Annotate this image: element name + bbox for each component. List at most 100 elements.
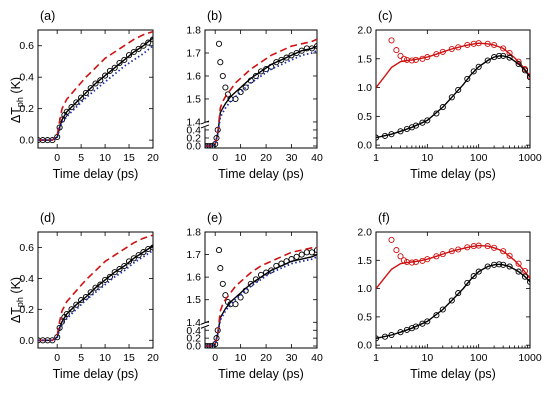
y-tick-label: 0.4 — [186, 124, 201, 136]
y-tick-label: 1.0 — [357, 82, 372, 94]
y-tick-label: 1.8 — [186, 25, 201, 37]
data-point — [217, 59, 224, 66]
data-point — [121, 262, 128, 270]
data-point — [308, 249, 315, 256]
y-tick-label: 0.0 — [19, 335, 34, 347]
data-point — [439, 104, 446, 111]
data-point — [288, 52, 295, 59]
data-point — [412, 122, 419, 129]
x-tick-label: 0 — [212, 152, 218, 164]
data-point — [82, 89, 89, 96]
series-layer — [205, 38, 317, 148]
data-point — [135, 45, 142, 52]
y-tick-label: 1.5 — [186, 93, 201, 105]
data-point — [135, 252, 142, 259]
data-point — [78, 94, 85, 101]
data-point — [424, 117, 431, 124]
data-point — [506, 49, 513, 57]
x-axis-label: Time delay (ps) — [410, 167, 496, 181]
data-point — [242, 84, 249, 91]
plot-frame — [375, 29, 531, 149]
data-point — [393, 247, 400, 254]
x-tick-label: 30 — [286, 352, 298, 364]
y-tick-label: 1.0 — [357, 283, 372, 295]
y-tick-label: 0.5 — [357, 311, 372, 323]
data-point — [130, 48, 137, 56]
panel-b: 0 10 20 30 40 0.00.20.41.4 1.5 1.6 1.7 1.8 Time de… — [186, 9, 323, 181]
data-point — [273, 59, 280, 66]
axis-break-mark — [200, 120, 210, 129]
series-layer — [376, 37, 530, 141]
data-point — [121, 56, 128, 63]
data-point — [97, 77, 104, 84]
y-tick-label: 0.4 — [19, 273, 34, 285]
data-point — [455, 86, 462, 93]
plot-frame — [204, 29, 318, 149]
plot-frame — [204, 231, 318, 349]
data-point — [125, 258, 133, 265]
data-point — [102, 72, 109, 79]
series-line — [205, 247, 317, 347]
x-tick-label: 100 — [470, 152, 488, 164]
data-point — [526, 278, 530, 285]
x-axis-label: Time delay (ps) — [53, 367, 139, 381]
x-tick-label: 0 — [54, 152, 60, 164]
y-tick-label: 0.2 — [19, 304, 34, 316]
data-point — [140, 42, 147, 49]
data-point — [521, 273, 529, 280]
panel-label: (a) — [40, 9, 55, 23]
x-tick-label: 10 — [421, 152, 433, 164]
data-point — [293, 49, 300, 57]
axis-break-gap — [203, 122, 207, 128]
data-point — [412, 323, 419, 330]
data-point — [455, 290, 462, 297]
y-tick-label: 0.5 — [357, 111, 372, 123]
data-point — [464, 75, 471, 82]
panel-f: 1 10 100 1000 0.0 0.5 1.0 1.5 2.0 Time delay (ps)… — [357, 211, 541, 381]
panel-d: 0 5 10 15 20 0.0 0.2 0.4 0.6 Time delay (ps) (d) — [19, 211, 159, 381]
x-tick-label: 10 — [99, 152, 111, 164]
panel-label: (f) — [378, 211, 390, 225]
data-point — [393, 47, 400, 54]
data-point — [68, 306, 75, 313]
data-point — [102, 276, 109, 283]
y-tick-label: 2.0 — [357, 25, 372, 37]
y-tick-label: 0.6 — [19, 40, 34, 52]
x-axis-label: Time delay (ps) — [410, 367, 496, 381]
series-line — [376, 55, 530, 139]
data-point — [73, 99, 80, 106]
data-point — [500, 248, 507, 255]
data-point — [515, 260, 522, 267]
x-tick-label: 15 — [123, 152, 135, 164]
data-point — [125, 52, 133, 59]
x-tick-label: 40 — [311, 352, 323, 364]
data-point — [215, 40, 223, 47]
series-line — [38, 234, 153, 342]
y-tick-label: 0.2 — [186, 132, 201, 144]
series-line — [205, 38, 317, 147]
data-point — [92, 80, 99, 87]
y-tick-label: 1.5 — [357, 255, 372, 267]
axis-break-mark — [200, 320, 210, 329]
y-tick-label: 1.4 — [186, 317, 201, 329]
data-point — [283, 54, 290, 61]
panel-a: 0 5 10 15 20 0.0 0.2 0.4 0.6 Time delay (ps) (a) — [19, 9, 159, 181]
y-tick-label: 1.6 — [186, 70, 201, 82]
x-axis-label: Time delay (ps) — [53, 167, 139, 181]
x-tick-label: 1 — [373, 152, 379, 164]
series-line — [205, 45, 317, 147]
data-point — [397, 329, 404, 336]
data-point — [106, 273, 113, 280]
data-point — [397, 128, 404, 135]
y-tick-label: 1.6 — [186, 272, 201, 284]
x-tick-label: 30 — [286, 152, 298, 164]
data-point — [521, 67, 529, 74]
data-point — [484, 57, 491, 64]
data-point — [145, 39, 152, 46]
y-tick-label: 0.2 — [19, 103, 34, 115]
data-point — [515, 268, 522, 275]
axis-break-gap — [203, 322, 207, 328]
data-point — [433, 253, 440, 260]
y-tick-label: 1.5 — [186, 294, 201, 306]
